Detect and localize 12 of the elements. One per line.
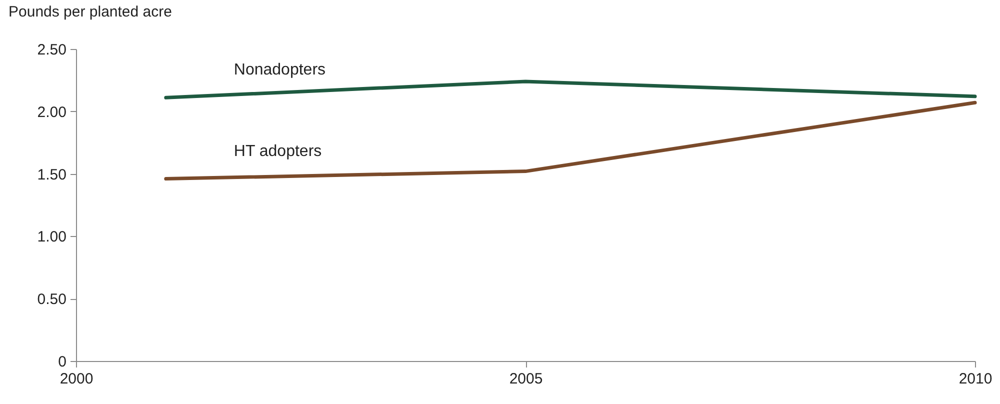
y-tick-label: 2.50 — [37, 42, 66, 58]
series-label: Nonadopters — [234, 62, 326, 79]
x-tick-label: 2000 — [60, 370, 94, 388]
y-tick-label: 1.50 — [37, 166, 66, 184]
y-tick-label: 1.00 — [37, 228, 66, 246]
y-tick-label: 0 — [58, 354, 66, 370]
x-tick-label: 2010 — [958, 370, 992, 388]
y-tick-label: 0.50 — [37, 291, 66, 308]
y-tick-label: 2.00 — [37, 104, 66, 121]
series-label: HT adopters — [234, 142, 322, 160]
x-tick-label: 2005 — [509, 370, 543, 388]
y-axis-title: Pounds per planted acre — [8, 4, 172, 20]
